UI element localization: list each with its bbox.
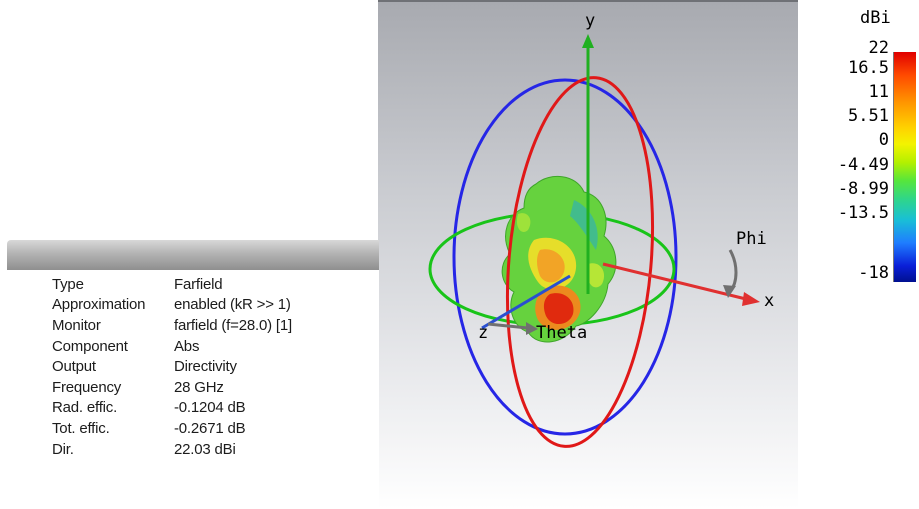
info-value: Farfield xyxy=(174,275,223,293)
info-key: Output xyxy=(52,358,96,376)
info-value: -0.2671 dB xyxy=(174,419,246,437)
info-row-rad-effic: Rad. effic. -0.1204 dB xyxy=(7,398,379,419)
farfield-info-panel: Type Farfield Approximation enabled (kR … xyxy=(7,240,379,507)
info-key: Rad. effic. xyxy=(52,399,118,417)
legend-tick: 11 xyxy=(868,82,889,102)
z-axis-label: z xyxy=(478,323,488,343)
info-value: -0.1204 dB xyxy=(174,399,246,417)
outer-ring xyxy=(452,78,678,436)
info-row-type: Type Farfield xyxy=(7,274,379,295)
info-value: Abs xyxy=(174,337,200,355)
theta-ring xyxy=(505,76,655,448)
info-value: 28 GHz xyxy=(174,378,224,396)
legend-tick: 5.51 xyxy=(848,106,889,126)
legend-tick: -13.5 xyxy=(837,203,889,223)
info-value: 22.03 dBi xyxy=(174,440,236,458)
legend-color-bar xyxy=(893,52,916,282)
theta-arrow xyxy=(487,322,529,330)
legend-tick: -18 xyxy=(858,263,889,283)
info-key: Dir. xyxy=(52,440,74,458)
x-axis-arrow xyxy=(742,292,760,306)
legend-tick: 0 xyxy=(878,130,889,150)
info-key: Approximation xyxy=(52,296,146,314)
legend-tick: -8.99 xyxy=(837,179,889,199)
farfield-plot: y x z Phi Theta xyxy=(428,11,774,448)
legend-unit: dBi xyxy=(860,8,891,28)
info-key: Tot. effic. xyxy=(52,419,110,437)
color-legend: dBi 22 16.5 11 5.51 0 -4.49 -8.99 -13.5 … xyxy=(800,0,919,300)
theta-label: Theta xyxy=(536,323,587,343)
y-axis-label: y xyxy=(585,11,595,31)
radiation-pattern xyxy=(501,175,617,343)
info-value: farfield (f=28.0) [1] xyxy=(174,316,292,334)
legend-tick: -4.49 xyxy=(837,155,889,175)
info-key: Frequency xyxy=(52,378,122,396)
info-row-tot-effic: Tot. effic. -0.2671 dB xyxy=(7,418,379,439)
info-rows: Type Farfield Approximation enabled (kR … xyxy=(7,270,379,459)
x-axis xyxy=(602,262,751,302)
info-panel-header xyxy=(7,240,379,270)
legend-tick: 16.5 xyxy=(848,58,889,78)
info-row-dir: Dir. 22.03 dBi xyxy=(7,439,379,460)
info-row-component: Component Abs xyxy=(7,336,379,357)
x-axis-label: x xyxy=(764,291,774,311)
info-row-approximation: Approximation enabled (kR >> 1) xyxy=(7,295,379,316)
info-key: Type xyxy=(52,275,84,293)
z-axis xyxy=(481,274,571,330)
farfield-3d-viewport[interactable]: y x z Phi Theta xyxy=(378,0,798,509)
info-value: enabled (kR >> 1) xyxy=(174,296,291,314)
info-row-output: Output Directivity xyxy=(7,356,379,377)
phi-label: Phi xyxy=(736,229,767,249)
info-key: Monitor xyxy=(52,316,101,334)
info-row-monitor: Monitor farfield (f=28.0) [1] xyxy=(7,315,379,336)
y-axis-arrow xyxy=(582,34,594,48)
legend-tick: 22 xyxy=(868,38,889,58)
info-row-frequency: Frequency 28 GHz xyxy=(7,377,379,398)
info-value: Directivity xyxy=(174,358,237,376)
info-key: Component xyxy=(52,337,128,355)
